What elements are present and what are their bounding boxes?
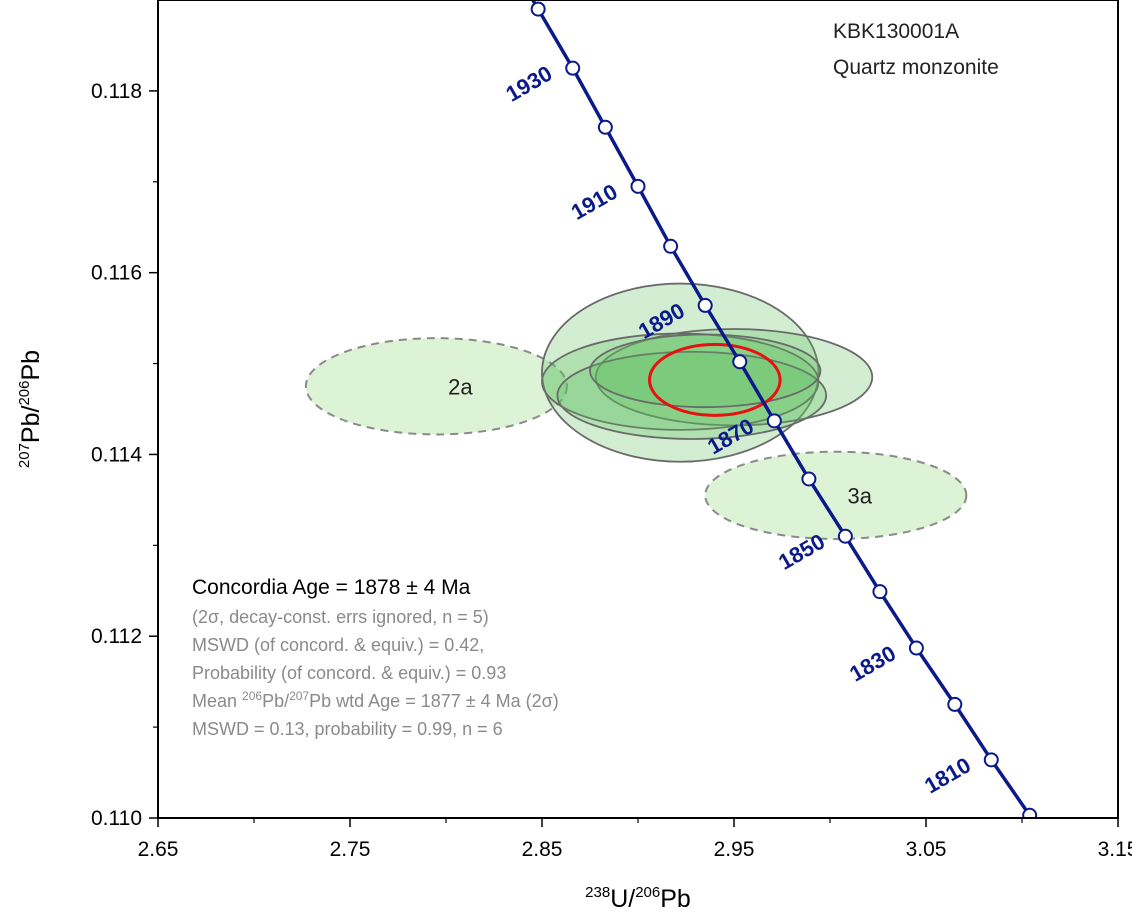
x-tick-label: 2.95 — [714, 838, 755, 861]
y-tick-label: 0.112 — [91, 625, 142, 648]
y-axis-title: 207Pb/206Pb — [16, 350, 45, 468]
concordia-age-label: 1830 — [845, 640, 900, 686]
x-axis-ticks: 2.65 2.75 2.85 2.95 3.05 3.15 — [138, 818, 1132, 861]
concordia-age-point — [801, 471, 817, 487]
concordia-age-point — [908, 640, 924, 656]
y-tick-label: 0.118 — [91, 80, 142, 103]
y-tick-label: 0.116 — [91, 262, 142, 285]
concordia-age-point — [697, 297, 713, 313]
x-axis-title: 238U/206Pb — [585, 884, 691, 913]
concordia-age-label: 1810 — [920, 752, 975, 798]
data-ellipses: 2a 3a — [304, 282, 968, 540]
x-tick-label: 2.75 — [330, 838, 371, 861]
concordia-age-point — [837, 528, 853, 544]
results-line-4: Mean 206Pb/207Pb wtd Age = 1877 ± 4 Ma (… — [192, 689, 559, 711]
concordia-age-point — [766, 413, 782, 429]
concordia-age-point — [663, 238, 679, 254]
sample-rock-type: Quartz monzonite — [833, 56, 999, 79]
excluded-analysis-ellipse — [704, 450, 968, 540]
excluded-analysis-ellipse — [304, 337, 568, 436]
ellipse-label: 3a — [848, 483, 873, 508]
y-tick-label: 0.110 — [91, 807, 142, 830]
results-line-3: Probability (of concord. & equiv.) = 0.9… — [192, 663, 506, 683]
concordia-curve — [530, 0, 1038, 818]
y-axis-ticks: 0.110 0.112 0.114 0.116 0.118 — [91, 80, 158, 830]
concordia-age-text: Concordia Age = 1878 ± 4 Ma — [192, 576, 471, 599]
x-tick-label: 3.15 — [1098, 838, 1132, 861]
concordia-age-label: 1910 — [567, 179, 622, 225]
concordia-age-point — [947, 696, 963, 712]
concordia-age-point — [872, 584, 888, 600]
results-line-5: MSWD = 0.13, probability = 0.99, n = 6 — [192, 719, 503, 739]
concordia-age-ellipse — [648, 342, 782, 417]
concordia-age-point — [530, 1, 546, 17]
results-annotation: Concordia Age = 1878 ± 4 Ma (2σ, decay-c… — [192, 576, 559, 739]
concordia-age-point — [630, 178, 646, 194]
concordia-age-point — [1022, 807, 1038, 818]
x-tick-label: 2.85 — [522, 838, 563, 861]
analysis-ellipse — [541, 282, 820, 463]
y-tick-label: 0.114 — [91, 443, 142, 466]
concordia-age-point — [983, 752, 999, 768]
concordia-age-point — [732, 354, 748, 370]
results-line-2: MSWD (of concord. & equiv.) = 0.42, — [192, 635, 484, 655]
results-line-1: (2σ, decay-const. errs ignored, n = 5) — [192, 607, 489, 627]
ellipse-label: 2a — [448, 374, 473, 399]
concordia-age-point — [597, 119, 613, 135]
x-tick-label: 2.65 — [138, 838, 179, 861]
concordia-age-point — [565, 60, 581, 76]
analysis-ellipse — [556, 350, 828, 440]
analysis-ellipse — [589, 333, 822, 409]
concordia-age-label: 1930 — [502, 61, 557, 107]
sample-id: KBK130001A — [833, 20, 959, 43]
x-tick-label: 3.05 — [906, 838, 947, 861]
